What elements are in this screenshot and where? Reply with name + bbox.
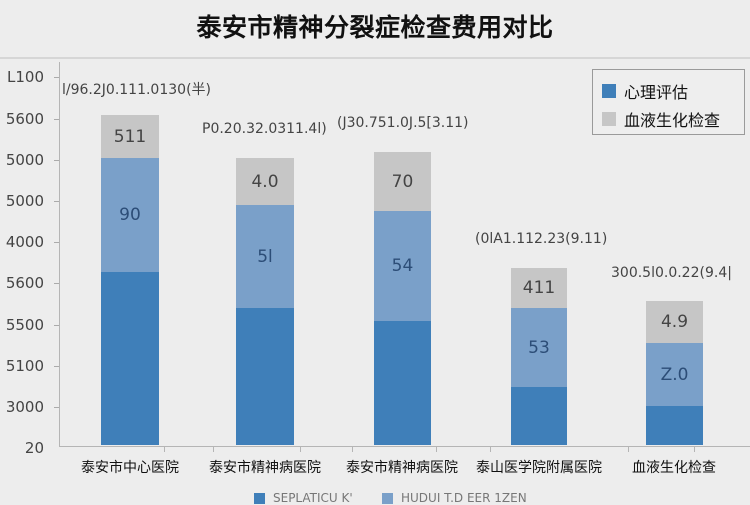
bar-group-5: 4.9 Z.0 [646,301,703,445]
x-tick-mark [352,446,353,452]
x-tick-mark [694,446,695,452]
bar-segment-psych-upper: 53 [511,308,567,387]
y-tick-label: 20 [24,439,44,457]
x-category-label: 泰安市精神病医院 [209,460,321,476]
x-tick-mark [164,446,165,452]
bar-segment-psych-upper: Z.0 [646,343,703,406]
bar-segment-blood-test: 70 [374,152,431,211]
y-tick-mark [54,119,59,120]
y-tick-label: 5600 [5,274,44,292]
bar-annotation: 300.5l0.0.22(9.4| [611,265,732,281]
title-divider [0,57,750,59]
y-tick-mark [54,201,59,202]
bottom-legend-item: HUDUI T.D EER 1ZEN [382,491,527,505]
y-tick-mark [54,325,59,326]
x-axis [59,446,750,447]
legend-item-blood-test[interactable]: 血液生化检查 [602,107,720,131]
bar-segment-psych-base [236,308,294,445]
legend-swatch-icon [254,492,265,504]
legend-swatch-icon [602,84,616,98]
bar-annotation: (J30.751.0J.5[3.11) [337,115,469,131]
y-axis [59,62,60,446]
y-tick-label: 5000 [5,192,44,210]
bar-segment-psych-upper: 90 [101,158,159,272]
x-tick-mark [490,446,491,452]
bar-segment-psych-upper: 5l [236,205,294,308]
legend-item-psych-eval[interactable]: 心理评估 [602,79,688,103]
chart-title: 泰安市精神分裂症检查费用对比 [196,13,554,42]
bar-segment-psych-base [646,406,703,445]
y-tick-label: L100 [7,68,44,86]
y-tick-label: 3000 [5,398,44,416]
y-tick-mark [54,160,59,161]
x-category-label: 泰安市中心医院 [81,460,179,476]
y-tick-label: 5000 [5,151,44,169]
bar-segment-blood-test: 4.0 [236,158,294,205]
x-category-label: 泰山医学院附属医院 [476,460,602,476]
bar-segment-psych-base [101,272,159,445]
x-category-label: 血液生化检查 [632,460,716,476]
bottom-legend-item: SEPLATICU K' [254,491,353,505]
x-tick-mark [213,446,214,452]
bar-segment-psych-base [374,321,431,445]
legend-label: 心理评估 [624,83,689,102]
bar-segment-psych-upper: 54 [374,211,431,321]
bottom-legend-label: HUDUI T.D EER 1ZEN [401,491,527,505]
y-tick-mark [54,242,59,243]
bar-group-2: 4.0 5l [236,158,294,445]
x-tick-mark [436,446,437,452]
y-tick-label: 4000 [5,233,44,251]
y-tick-mark [54,407,59,408]
bar-segment-blood-test: 4.9 [646,301,703,343]
y-tick-mark [54,77,59,78]
y-tick-label: 5600 [5,110,44,128]
y-tick-label: 5500 [5,316,44,334]
bar-group-4: 411 53 [511,268,567,445]
x-tick-mark [300,446,301,452]
bar-annotation: (0lA1.112.23(9.11) [475,231,608,247]
bar-segment-psych-base [511,387,567,445]
bar-segment-blood-test: 411 [511,268,567,308]
x-tick-mark [628,446,629,452]
legend-label: 血液生化检查 [624,111,721,130]
y-tick-label: 5100 [5,357,44,375]
x-category-label: 泰安市精神病医院 [346,460,458,476]
legend-swatch-icon [382,492,393,504]
bar-group-3: 70 54 [374,152,431,445]
bar-annotation: P0.20.32.0311.4l) [202,121,327,137]
bar-segment-blood-test: 511 [101,115,159,158]
bottom-legend-label: SEPLATICU K' [273,491,353,505]
bar-annotation: l/96.2J0.111.0130(半) [62,82,211,98]
chart-legend: 心理评估 血液生化检查 [592,69,745,135]
legend-swatch-icon [602,112,616,126]
bar-group-1: 511 90 [101,115,159,445]
y-tick-mark [54,366,59,367]
y-tick-mark [54,283,59,284]
